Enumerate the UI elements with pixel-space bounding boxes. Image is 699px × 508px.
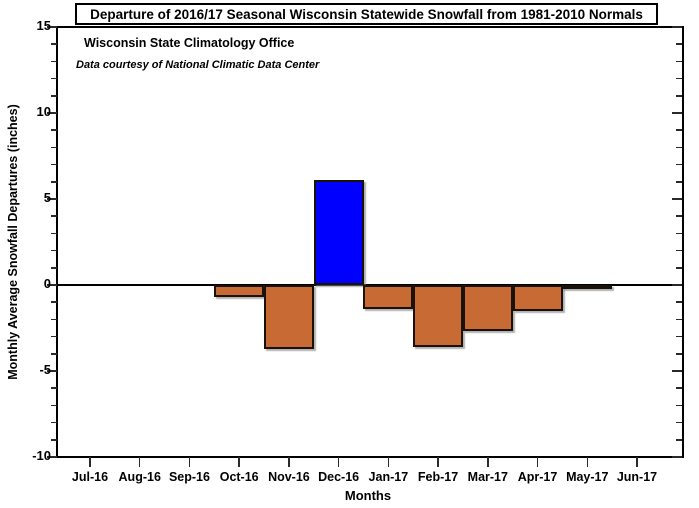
y-tick-left-4 xyxy=(51,215,57,217)
annotation-office: Wisconsin State Climatology Office xyxy=(84,36,295,50)
y-tick-left-3 xyxy=(51,232,57,235)
x-tick-label-Oct-16: Oct-16 xyxy=(219,470,259,484)
y-tick-left--9 xyxy=(51,439,57,441)
y-tick-left-6 xyxy=(51,181,57,183)
x-tick-Jul-16 xyxy=(89,457,91,467)
x-tick-May-17 xyxy=(586,457,589,467)
y-tick-left-14 xyxy=(51,43,57,45)
y-tick-right-13 xyxy=(676,60,682,63)
y-tick-left-2 xyxy=(51,249,57,252)
y-tick-left--2 xyxy=(51,318,57,321)
x-tick-Oct-16 xyxy=(238,457,240,467)
y-tick-left--7 xyxy=(51,404,57,407)
bar-Mar-17 xyxy=(462,285,513,332)
y-axis-title: Monthly Average Snowfall Departures (inc… xyxy=(6,104,20,380)
x-tick-label-Aug-16: Aug-16 xyxy=(118,470,161,484)
x-tick-Dec-16 xyxy=(337,457,340,467)
y-tick-left-8 xyxy=(51,146,57,149)
y-tick-right--10 xyxy=(672,456,682,458)
y-tick-left--10 xyxy=(47,456,57,458)
x-tick-Mar-17 xyxy=(487,457,489,467)
y-tick-label--5: -5 xyxy=(39,362,51,377)
y-tick-right--9 xyxy=(676,439,682,441)
y-tick-right-4 xyxy=(676,215,682,217)
annotation-credit: Data courtesy of National Climatic Data … xyxy=(76,59,320,71)
y-tick-left-12 xyxy=(51,77,57,80)
y-tick-right--3 xyxy=(676,335,682,338)
x-tick-label-Mar-17: Mar-17 xyxy=(467,470,508,484)
y-tick-right-7 xyxy=(676,163,682,166)
bar-Apr-17 xyxy=(512,285,563,311)
y-tick-left-7 xyxy=(51,163,57,166)
x-tick-label-Nov-16: Nov-16 xyxy=(268,470,310,484)
y-tick-left--1 xyxy=(51,301,57,303)
y-tick-label-10: 10 xyxy=(36,104,51,119)
y-tick-left-11 xyxy=(51,95,57,97)
x-tick-Feb-17 xyxy=(437,457,439,467)
bar-Jan-17 xyxy=(363,285,414,310)
y-tick-left--6 xyxy=(51,387,57,389)
y-tick-right--5 xyxy=(672,370,682,372)
bar-Oct-16 xyxy=(214,285,265,298)
y-tick-right-15 xyxy=(672,26,682,28)
x-tick-Apr-17 xyxy=(536,457,539,467)
y-tick-right-8 xyxy=(676,146,682,149)
x-tick-Jan-17 xyxy=(387,457,390,467)
y-tick-label-5: 5 xyxy=(43,190,51,205)
y-tick-left--4 xyxy=(51,353,57,355)
y-tick-right--6 xyxy=(676,387,682,389)
y-tick-left--3 xyxy=(51,335,57,338)
plot-area xyxy=(56,26,684,458)
y-tick-right--7 xyxy=(676,404,682,407)
x-tick-Jun-17 xyxy=(636,457,638,467)
y-tick-left-13 xyxy=(51,60,57,63)
y-tick-label-15: 15 xyxy=(36,18,51,33)
chart-title: Departure of 2016/17 Seasonal Wisconsin … xyxy=(90,6,643,22)
y-tick-left-0 xyxy=(47,284,57,286)
bar-May-17 xyxy=(562,285,613,289)
y-tick-left--8 xyxy=(51,421,57,424)
x-tick-label-Feb-17: Feb-17 xyxy=(417,470,459,484)
y-tick-left-10 xyxy=(47,112,57,114)
y-tick-right-5 xyxy=(672,198,682,200)
y-tick-left-5 xyxy=(47,198,57,200)
y-tick-right--8 xyxy=(676,421,682,424)
x-tick-label-Jul-16: Jul-16 xyxy=(71,470,109,484)
bar-Dec-16 xyxy=(313,180,364,285)
x-tick-Nov-16 xyxy=(288,457,290,467)
x-tick-Sep-16 xyxy=(188,457,191,467)
bar-Feb-17 xyxy=(413,285,464,347)
x-tick-label-Sep-16: Sep-16 xyxy=(168,470,210,484)
y-tick-right--4 xyxy=(676,353,682,355)
x-tick-label-Dec-16: Dec-16 xyxy=(318,470,360,484)
y-tick-right-3 xyxy=(676,232,682,235)
x-tick-label-Apr-17: Apr-17 xyxy=(517,470,558,484)
x-axis-title: Months xyxy=(344,488,392,503)
y-tick-label-0: 0 xyxy=(43,276,51,291)
y-tick-right-2 xyxy=(676,249,682,252)
y-tick-left-1 xyxy=(51,267,57,269)
y-tick-right-11 xyxy=(676,95,682,97)
chart-title-box: Departure of 2016/17 Seasonal Wisconsin … xyxy=(75,3,658,25)
y-tick-left-15 xyxy=(47,26,57,28)
y-tick-right-6 xyxy=(676,181,682,183)
bar-Nov-16 xyxy=(263,285,314,349)
x-tick-label-Jan-17: Jan-17 xyxy=(368,470,409,484)
y-tick-right--1 xyxy=(676,301,682,303)
y-tick-right-14 xyxy=(676,43,682,45)
y-tick-right-0 xyxy=(672,284,682,286)
y-tick-left-9 xyxy=(51,129,57,131)
y-tick-right-10 xyxy=(672,112,682,114)
y-tick-right-9 xyxy=(676,129,682,131)
y-tick-left--5 xyxy=(47,370,57,372)
x-tick-label-May-17: May-17 xyxy=(566,470,609,484)
y-tick-right--2 xyxy=(676,318,682,321)
x-tick-label-Jun-17: Jun-17 xyxy=(616,470,658,484)
x-tick-Aug-16 xyxy=(138,457,141,467)
y-tick-right-1 xyxy=(676,267,682,269)
y-tick-right-12 xyxy=(676,77,682,80)
y-tick-label--10: -10 xyxy=(32,448,51,463)
